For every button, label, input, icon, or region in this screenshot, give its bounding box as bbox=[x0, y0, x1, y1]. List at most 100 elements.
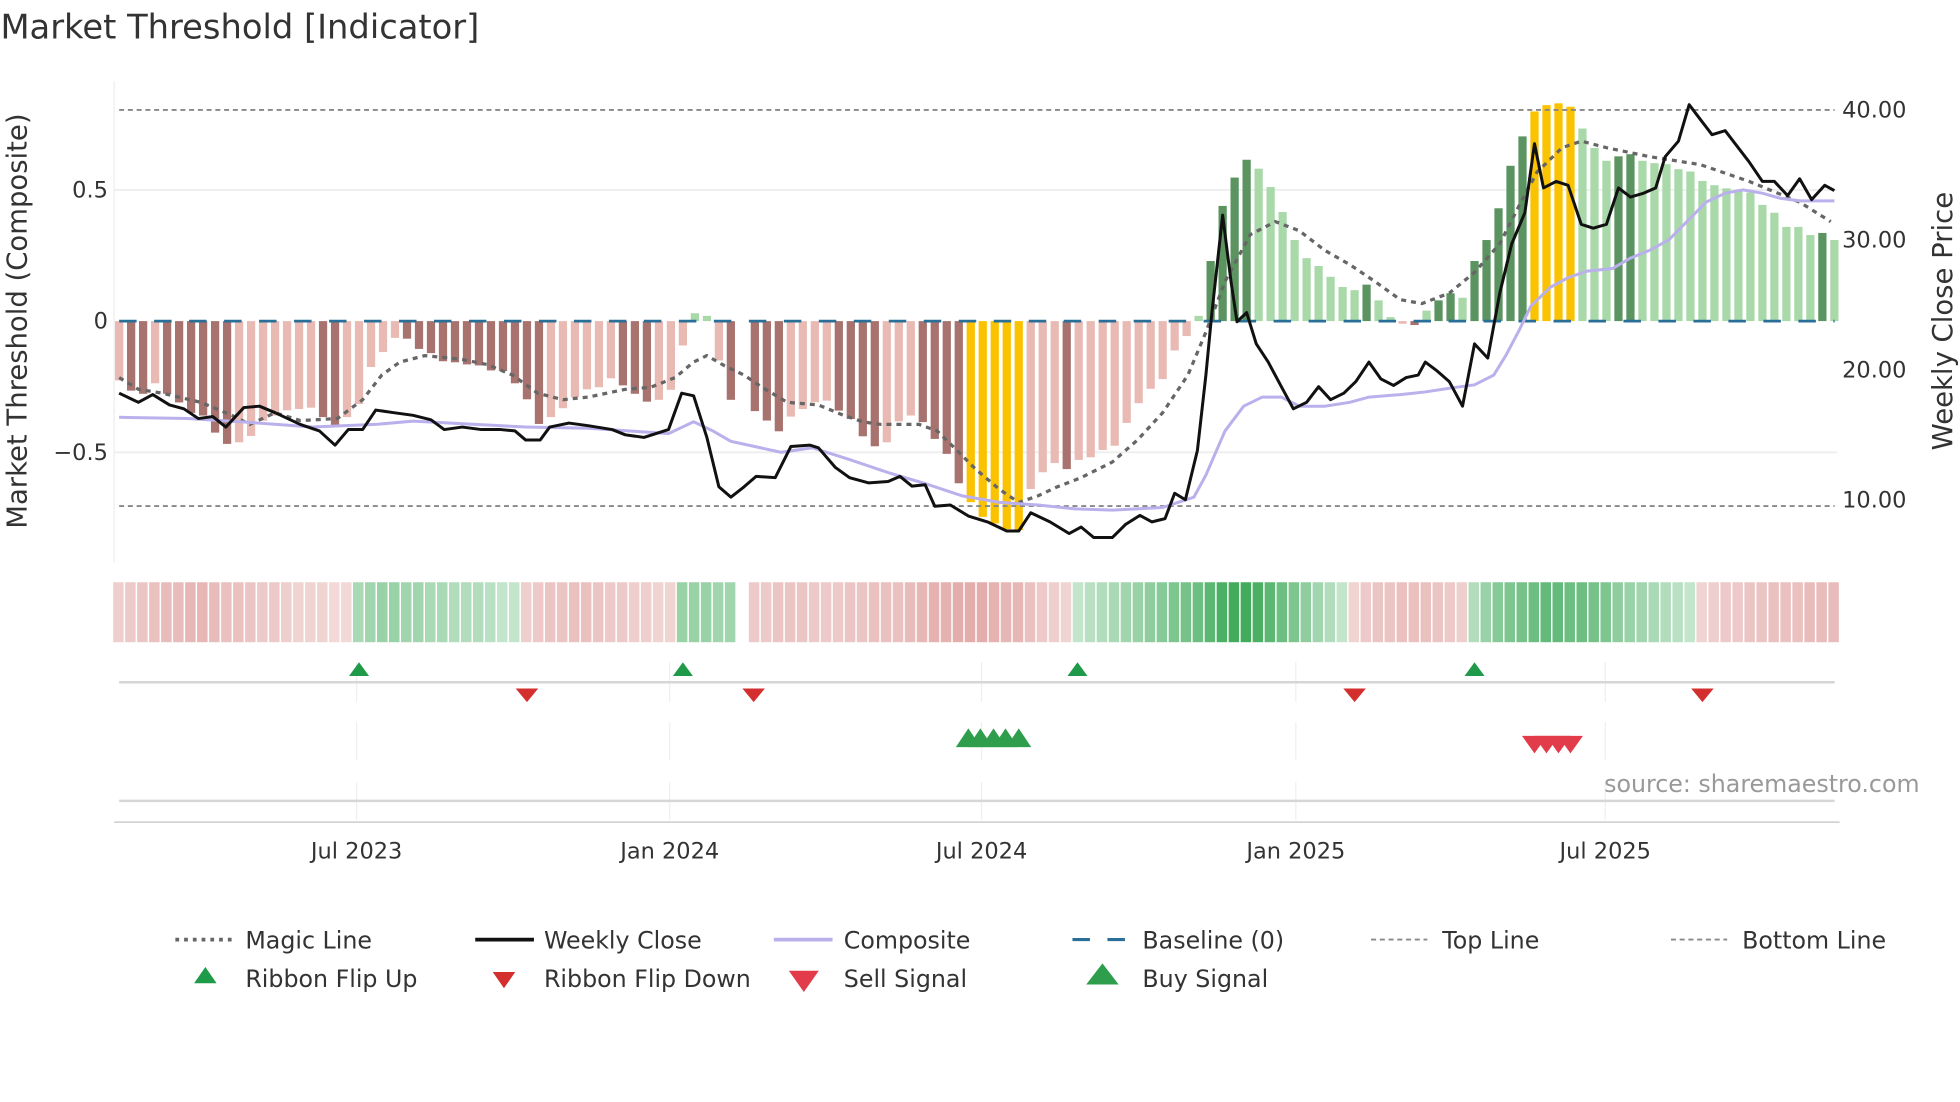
ribbon-flip-down-marker bbox=[742, 688, 765, 703]
ribbon-cell bbox=[1408, 582, 1420, 643]
legend-item-top-line[interactable]: Top Line bbox=[1371, 926, 1539, 954]
chart-title: Market Threshold [Indicator] bbox=[0, 8, 479, 47]
legend-item-bottom-line[interactable]: Bottom Line bbox=[1670, 926, 1886, 954]
sell-signal-marker bbox=[1557, 735, 1583, 754]
composite-bar bbox=[1266, 187, 1275, 322]
composite-bar bbox=[1134, 321, 1143, 404]
composite-bar bbox=[1434, 300, 1443, 322]
composite-bar bbox=[918, 321, 927, 423]
ribbon-cell bbox=[1360, 582, 1372, 643]
ribbon-cell bbox=[832, 582, 844, 643]
composite-bar bbox=[666, 321, 676, 390]
ribbon-cell bbox=[772, 582, 784, 643]
left-y-tick-label: 0 bbox=[94, 309, 108, 335]
ribbon-cell bbox=[1336, 582, 1348, 643]
composite-bar bbox=[942, 321, 951, 454]
composite-bar bbox=[1326, 276, 1335, 322]
ribbon-cell bbox=[1768, 582, 1779, 643]
composite-bar bbox=[294, 321, 304, 410]
ribbon-cell bbox=[161, 582, 172, 643]
ribbon-cell bbox=[1456, 582, 1468, 643]
ribbon-flip-down-marker bbox=[1691, 688, 1714, 703]
composite-bar bbox=[822, 321, 831, 401]
right-y-tick-label: 20.00 bbox=[1842, 357, 1906, 383]
ribbon-cell bbox=[1792, 582, 1803, 643]
ribbon-cell bbox=[1468, 582, 1480, 643]
ribbon-cell bbox=[1444, 582, 1456, 643]
composite-bar bbox=[1746, 192, 1755, 322]
ribbon-cell bbox=[1204, 582, 1216, 643]
composite-bar bbox=[1554, 103, 1563, 322]
composite-bar bbox=[246, 321, 256, 437]
composite-bar bbox=[378, 321, 388, 353]
ribbon-cell bbox=[377, 582, 388, 643]
ribbon-cell bbox=[1156, 582, 1168, 643]
legend-item-composite[interactable]: Composite bbox=[773, 926, 971, 954]
composite-bar bbox=[1242, 159, 1251, 322]
left-y-ticks: 0.5 0 −0.5 bbox=[53, 177, 108, 465]
triangle-up-icon bbox=[194, 967, 217, 984]
ribbon-cell bbox=[317, 582, 328, 643]
legend-item-sell-signal[interactable]: Sell Signal bbox=[788, 965, 967, 993]
ribbon-cell bbox=[1780, 582, 1791, 643]
composite-bar bbox=[1182, 321, 1191, 337]
legend-item-ribbon-flip-down[interactable]: Ribbon Flip Down bbox=[492, 965, 751, 993]
ribbon-cell bbox=[1420, 582, 1432, 643]
composite-bar bbox=[762, 321, 771, 421]
ribbon-cell bbox=[1732, 582, 1743, 643]
ribbon-cell bbox=[1372, 582, 1384, 643]
legend-item-weekly-close[interactable]: Weekly Close bbox=[475, 926, 702, 954]
ribbon-cell bbox=[1168, 582, 1180, 643]
ribbon-cell bbox=[1132, 582, 1144, 643]
composite-bar bbox=[966, 321, 975, 503]
composite-bar bbox=[366, 321, 376, 368]
ribbon-cell bbox=[820, 582, 832, 643]
composite-bar bbox=[618, 321, 628, 386]
ribbon-cell bbox=[1024, 582, 1036, 643]
ribbon-cell bbox=[1096, 582, 1108, 643]
legend-item-magic-line[interactable]: Magic Line bbox=[175, 926, 372, 954]
ribbon-cell bbox=[1036, 582, 1048, 643]
composite-bar bbox=[1422, 310, 1431, 322]
legend-label: Weekly Close bbox=[544, 926, 702, 954]
composite-bars bbox=[115, 103, 1839, 530]
composite-bar bbox=[1758, 204, 1767, 322]
ribbon-cell bbox=[1804, 582, 1815, 643]
ribbon-cell bbox=[616, 582, 628, 643]
ribbon-cell bbox=[976, 582, 988, 643]
ribbon-cell bbox=[1708, 582, 1719, 643]
ribbon-cell bbox=[1432, 582, 1444, 643]
composite-bar bbox=[1530, 111, 1539, 322]
ribbon-cell bbox=[1684, 582, 1695, 643]
composite-bar bbox=[1446, 293, 1455, 322]
composite-bar bbox=[1770, 212, 1779, 322]
legend-item-buy-signal[interactable]: Buy Signal bbox=[1086, 963, 1268, 993]
legend-label: Top Line bbox=[1441, 926, 1539, 954]
composite-bar bbox=[654, 321, 664, 400]
ribbon-cell bbox=[628, 582, 640, 643]
ribbon-cell bbox=[233, 582, 244, 643]
composite-bar bbox=[498, 321, 508, 371]
composite-bar bbox=[1290, 240, 1299, 322]
ribbon-cell bbox=[664, 582, 676, 643]
composite-bar bbox=[139, 321, 148, 394]
legend-item-baseline[interactable]: Baseline (0) bbox=[1072, 926, 1284, 954]
composite-bar bbox=[450, 321, 460, 363]
ribbon-cell bbox=[1348, 582, 1360, 643]
legend-item-ribbon-flip-up[interactable]: Ribbon Flip Up bbox=[194, 965, 417, 993]
ribbon-cell bbox=[1144, 582, 1156, 643]
composite-bar bbox=[1014, 321, 1023, 530]
ribbon-cell bbox=[1060, 582, 1072, 643]
composite-bar bbox=[402, 321, 412, 339]
ribbon-cell bbox=[413, 582, 424, 643]
legend-label: Buy Signal bbox=[1142, 965, 1268, 993]
composite-bar bbox=[1122, 321, 1131, 423]
composite-bar bbox=[1614, 156, 1623, 322]
ribbon-flip-down-marker bbox=[1343, 688, 1366, 703]
composite-bar bbox=[786, 321, 795, 417]
composite-bar bbox=[690, 313, 700, 322]
ribbon-cell bbox=[568, 582, 580, 643]
ribbon-flip-down-marker bbox=[515, 688, 539, 703]
ribbon-cell bbox=[1648, 582, 1659, 643]
